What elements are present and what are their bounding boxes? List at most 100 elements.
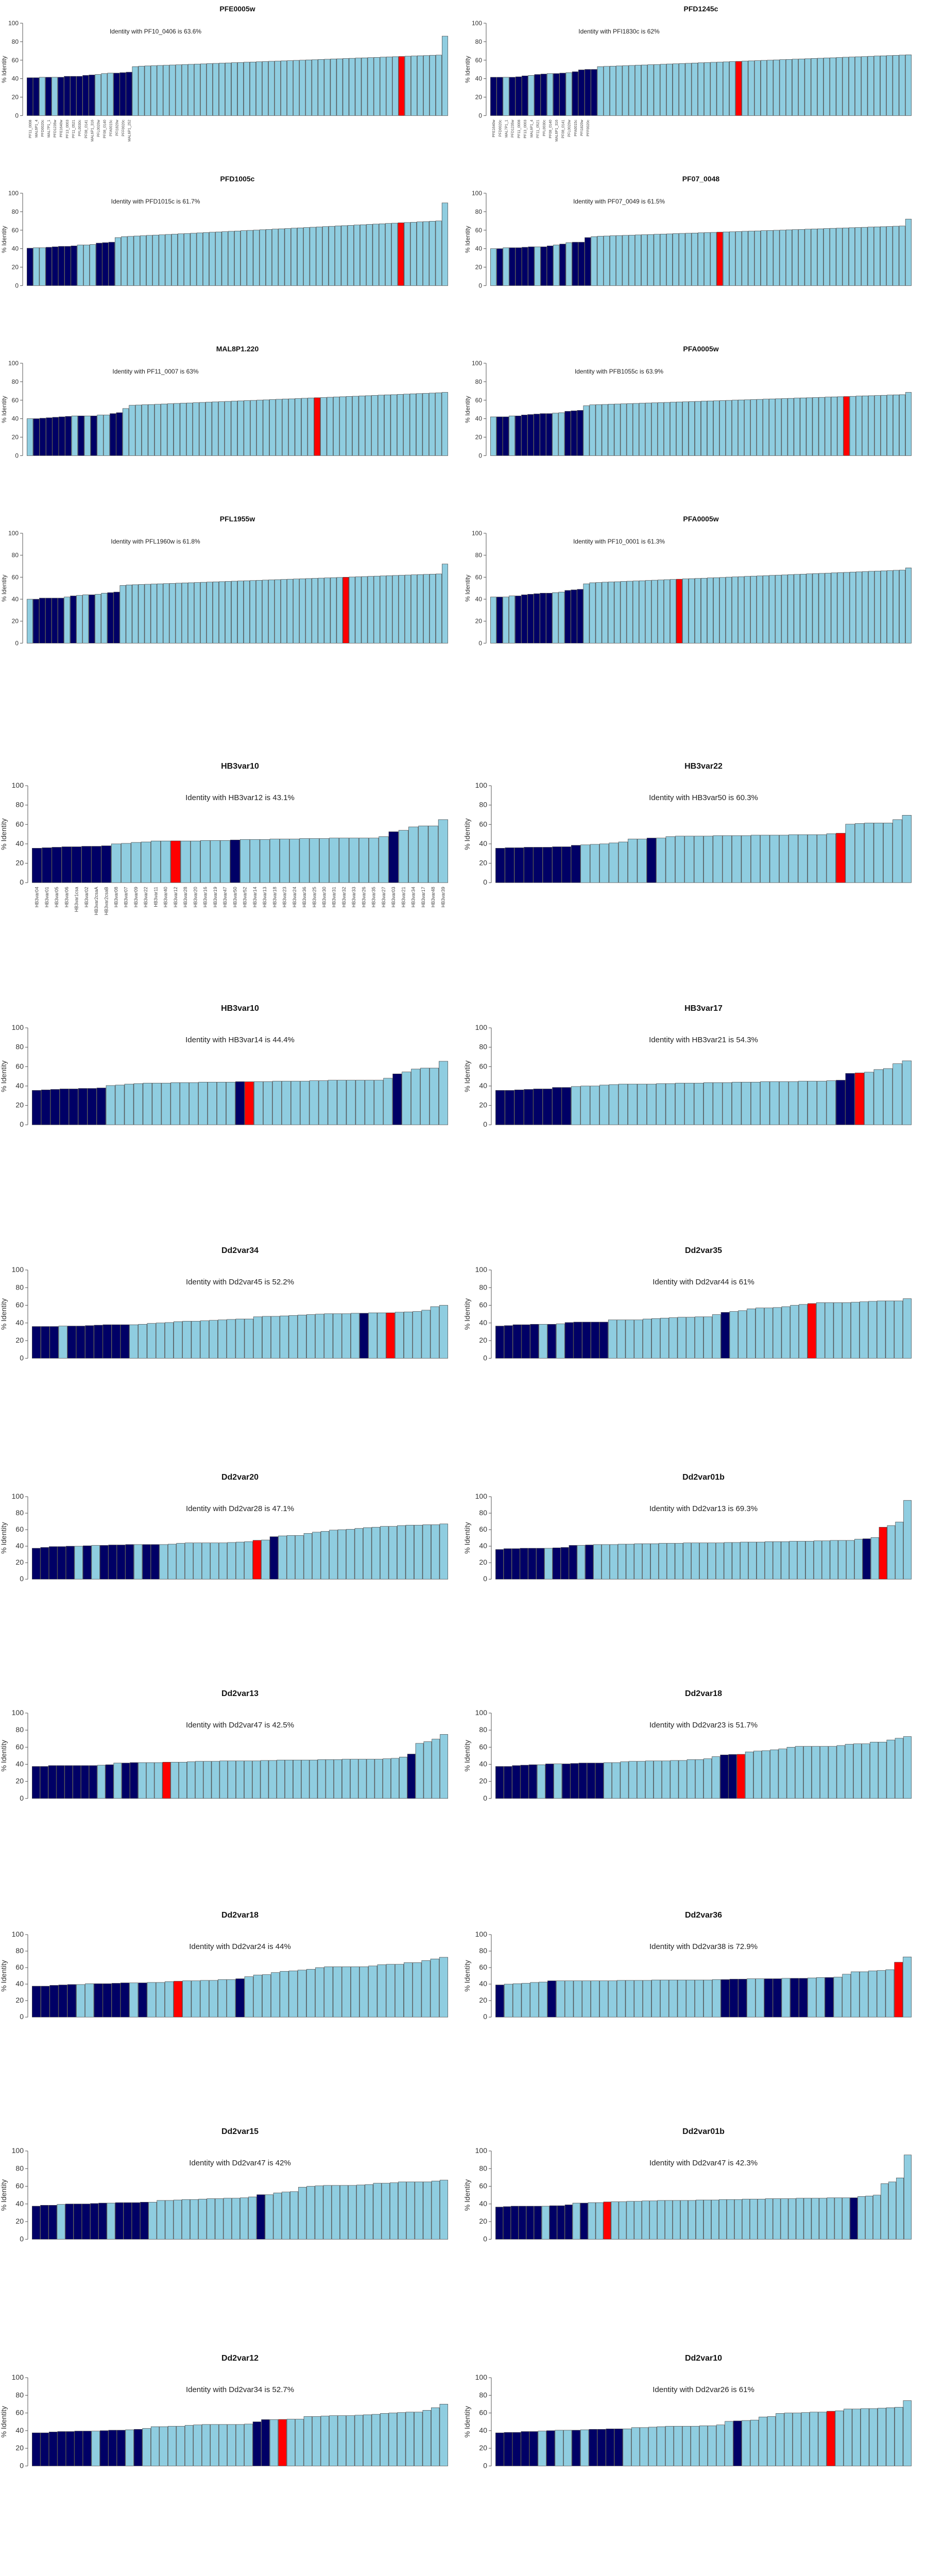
bar-upsB (625, 1980, 634, 2018)
bar-upsB (732, 400, 739, 456)
bar-upsB (778, 1749, 787, 1799)
bar-upsB (260, 1760, 269, 1799)
bar-upsB (723, 231, 729, 286)
bar-upsB (101, 592, 108, 643)
bar-upsA (580, 2202, 588, 2240)
bar-upsA (82, 2431, 92, 2466)
x-tick-label: PF11_0008 (29, 120, 32, 138)
y-tick-label: 80 (479, 801, 487, 809)
bar-upsB (95, 594, 101, 643)
bar-upsA (527, 594, 534, 643)
bar-upsB (380, 2413, 389, 2466)
bar-upsB (180, 403, 186, 456)
bar-upsB (350, 1967, 360, 2018)
bar-upsB (237, 581, 244, 643)
bar-upsA (49, 1546, 58, 1580)
bar-upsB (244, 580, 250, 643)
bar-upsB (413, 1311, 422, 1359)
bar-upsB (703, 2199, 711, 2240)
bar-upsA (70, 76, 77, 116)
bar-upsB (358, 1759, 367, 1799)
bar-upsB (590, 844, 599, 883)
bar-upsB (691, 232, 698, 286)
y-tick-label: 60 (12, 227, 19, 234)
bar-upsB (441, 202, 448, 286)
y-tick-label: 20 (479, 2217, 487, 2225)
chart-subtitle: Identity with Dd2var44 is 61% (653, 1278, 754, 1286)
bar-upsB (899, 570, 905, 643)
chart-subtitle: Identity with PFD1015c is 61.7% (111, 198, 200, 205)
bar-upsB (805, 1541, 814, 1580)
bar-upsA (542, 1089, 553, 1125)
bar-upsB (865, 2196, 873, 2240)
bar-upsB (741, 1082, 751, 1125)
bar-upsB (194, 582, 200, 643)
bar-upsB (861, 2408, 869, 2466)
bar-upsB (759, 2416, 767, 2466)
bar-upsB (398, 575, 405, 643)
bar-upsB (779, 1081, 789, 1125)
y-tick-label: 80 (15, 1283, 24, 1291)
bar-upsB (637, 839, 647, 883)
bar-upsA (91, 846, 101, 883)
bar-upsB (867, 227, 874, 286)
bar-upsB (861, 227, 868, 286)
chart-subtitle: Identity with Dd2var23 is 51.7% (649, 1721, 758, 1730)
bar-upsB (614, 403, 621, 456)
chart-panel: PF07_0048 Identity with PF07_0049 is 61.5… (464, 170, 927, 340)
bar-upsA (32, 848, 42, 883)
bar-upsB (210, 1543, 219, 1580)
y-tick-label: 60 (479, 1301, 487, 1309)
bar-upsA (256, 2194, 265, 2240)
bar-upsB (544, 1548, 553, 1580)
bar-upsB (337, 1080, 347, 1125)
bar-upsB (830, 57, 836, 116)
bar-upsA (49, 1985, 59, 2018)
bar-upsB (792, 59, 799, 116)
chart-subtitle: Identity with PF10_0001 is 61.3% (573, 538, 665, 545)
bar-upsB (764, 1308, 773, 1359)
bar-upsB (324, 578, 331, 643)
bar-upsB (556, 1324, 565, 1359)
bar-upsB (773, 59, 780, 116)
y-tick-label: 0 (15, 639, 19, 647)
bar-translocation (170, 840, 181, 883)
bar-upsB (346, 1529, 355, 1580)
bar-upsB (414, 1524, 423, 1580)
y-tick-label: 100 (12, 1708, 24, 1717)
y-tick-label: 20 (15, 1777, 24, 1785)
bar-upsB (703, 1082, 713, 1125)
bar-upsB (176, 2426, 185, 2466)
bar-upsB (608, 582, 614, 643)
bar-upsB (873, 56, 880, 116)
x-tick-label: HB3var30 (322, 887, 327, 907)
bar-upsB (244, 2424, 253, 2466)
bar-upsB (490, 416, 496, 456)
legend-panel: upsA/E var upsB/C var var involved in tr… (464, 2566, 927, 2576)
bar-upsB (785, 59, 792, 116)
bar-upsB (765, 2198, 773, 2240)
bar-upsB (591, 236, 597, 286)
bar-upsB (767, 60, 774, 116)
bar-upsA (42, 848, 52, 883)
bar-upsA (407, 1754, 416, 1799)
y-tick-label: 100 (12, 1023, 24, 1031)
bar-upsB (618, 1083, 628, 1125)
bar-upsB (616, 235, 623, 286)
bar-upsB (903, 2400, 912, 2466)
bar-upsA (572, 71, 578, 116)
bar-upsA (81, 1765, 89, 1799)
bar-upsB (674, 2426, 682, 2466)
bar-upsB (660, 1979, 669, 2018)
bar-upsB (541, 2206, 550, 2240)
bar-upsB (623, 2429, 631, 2466)
bar-upsA (70, 596, 77, 643)
y-tick-label: 80 (475, 378, 483, 385)
bar-upsB (823, 228, 830, 286)
bar-upsA (73, 1765, 81, 1799)
bar-upsB (167, 403, 174, 456)
bar-upsA (561, 846, 571, 883)
bar-upsB (797, 1541, 805, 1580)
